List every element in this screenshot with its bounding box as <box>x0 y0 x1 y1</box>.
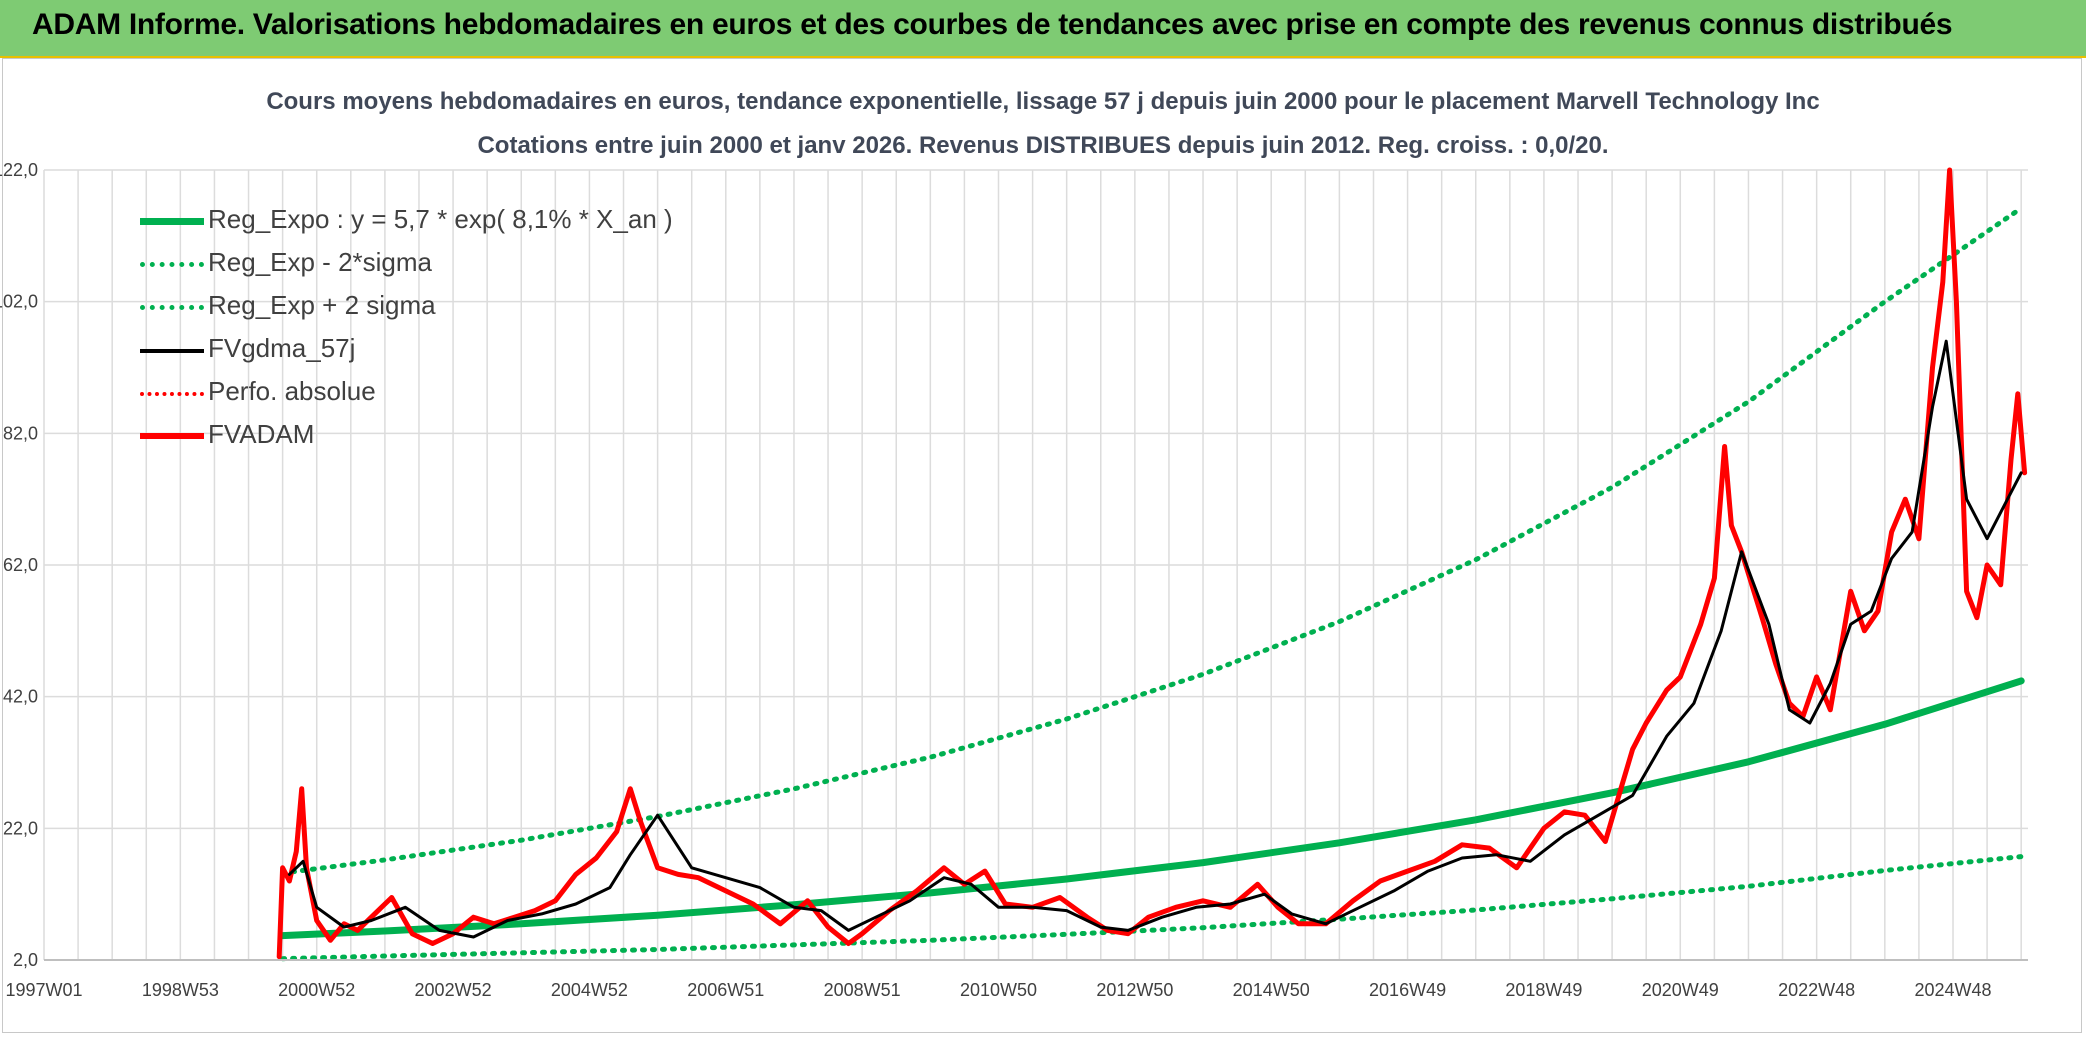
legend-swatch-solid-green <box>140 218 204 225</box>
chart-ticks: 2,0 22,0 42,0 62,0 82,0 102,0 122,0 1997W01 1998… <box>0 160 2028 1000</box>
y-tick-label: 122,0 <box>0 160 38 180</box>
legend-label: Reg_Expo : y = 5,7 * exp( 8,1% * X_an ) <box>208 204 673 234</box>
y-tick-label: 42,0 <box>3 687 38 707</box>
legend-label: Reg_Exp + 2 sigma <box>208 290 436 320</box>
x-tick-label: 2000W52 <box>278 980 355 1000</box>
chart-series <box>276 167 2028 962</box>
report-banner: ADAM Informe. Valorisations hebdomadaire… <box>0 0 2086 58</box>
legend-label: Reg_Exp - 2*sigma <box>208 247 432 277</box>
chart-grid <box>43 169 2028 961</box>
y-tick-label: 82,0 <box>3 423 38 443</box>
x-tick-label: 2020W49 <box>1642 980 1719 1000</box>
legend-swatch-solid-black <box>140 349 204 353</box>
y-tick-label: 102,0 <box>0 292 38 312</box>
legend-swatch-dotted-red <box>140 392 204 396</box>
x-tick-label: 2016W49 <box>1369 980 1446 1000</box>
x-tick-label: 2010W50 <box>960 980 1037 1000</box>
chart-subtitle: Cotations entre juin 2000 et janv 2026. … <box>477 132 1609 159</box>
legend-swatch-dotted-green <box>140 305 204 310</box>
x-tick-label: 2012W50 <box>1096 980 1173 1000</box>
legend-label: FVADAM <box>208 419 315 449</box>
x-tick-label: 1998W53 <box>142 980 219 1000</box>
chart-frame <box>2 58 2082 1033</box>
series-line-5 <box>276 167 2028 960</box>
x-tick-label: 2006W51 <box>687 980 764 1000</box>
report-title: ADAM Informe. Valorisations hebdomadaire… <box>32 8 1953 41</box>
chart-title: Cours moyens hebdomadaires en euros, ten… <box>266 88 1820 115</box>
x-tick-label: 2014W50 <box>1233 980 1310 1000</box>
legend-swatch-solid-red <box>140 433 204 439</box>
legend-swatch-dotted-green <box>140 262 204 267</box>
y-tick-label: 62,0 <box>3 555 38 575</box>
x-tick-label: 2018W49 <box>1505 980 1582 1000</box>
series-line-3 <box>287 339 2023 939</box>
y-tick-label: 22,0 <box>3 818 38 838</box>
x-tick-label: 2002W52 <box>415 980 492 1000</box>
x-tick-label: 1997W01 <box>5 980 82 1000</box>
y-tick-label: 2,0 <box>13 950 38 970</box>
legend-label: Perfo. absolue <box>208 376 376 406</box>
series-line-2 <box>280 205 2024 876</box>
x-tick-label: 2008W51 <box>824 980 901 1000</box>
series-line-0 <box>279 677 2025 940</box>
x-tick-label: 2024W48 <box>1914 980 1991 1000</box>
legend-label: FVgdma_57j <box>208 333 356 363</box>
x-tick-label: 2022W48 <box>1778 980 1855 1000</box>
x-tick-label: 2004W52 <box>551 980 628 1000</box>
